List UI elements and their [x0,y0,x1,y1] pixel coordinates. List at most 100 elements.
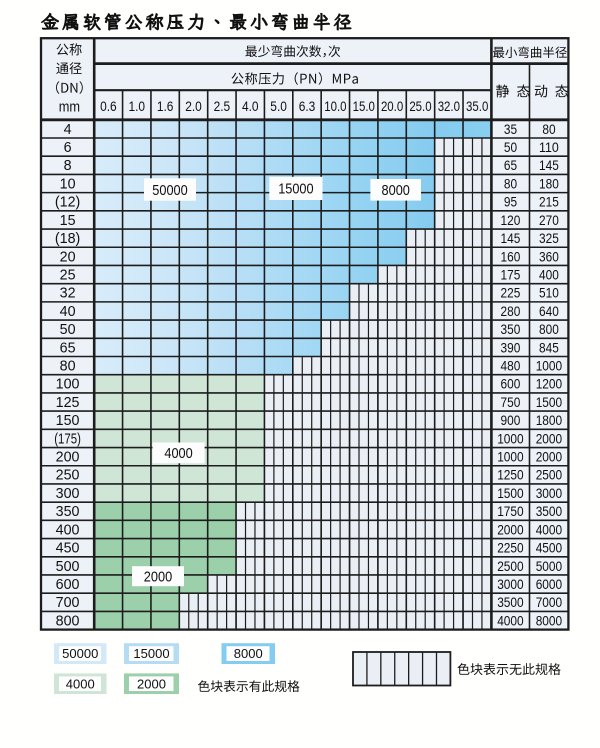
svg-text:640: 640 [539,303,559,319]
svg-text:3000: 3000 [497,576,524,592]
svg-text:8000: 8000 [382,182,410,199]
svg-text:4000: 4000 [497,612,524,628]
svg-text:mm: mm [59,98,80,115]
svg-text:1200: 1200 [536,376,563,392]
svg-text:280: 280 [501,303,521,319]
svg-text:95: 95 [504,194,517,210]
svg-text:120: 120 [501,212,521,228]
svg-text:2000: 2000 [536,449,563,465]
svg-text:50: 50 [60,322,76,338]
svg-text:1.0: 1.0 [128,98,145,114]
svg-text:390: 390 [501,339,521,355]
svg-text:1750: 1750 [497,503,524,519]
svg-text:4000: 4000 [66,676,95,691]
svg-text:5000: 5000 [536,558,563,574]
svg-text:480: 480 [501,358,521,374]
svg-text:2.5: 2.5 [214,98,231,114]
svg-text:225: 225 [501,285,521,301]
svg-text:25: 25 [60,267,76,283]
svg-text:50000: 50000 [62,646,98,661]
svg-text:1500: 1500 [497,485,524,501]
svg-text:3500: 3500 [536,503,563,519]
svg-text:2500: 2500 [536,467,563,483]
svg-text:160: 160 [501,248,521,264]
svg-text:600: 600 [501,376,521,392]
svg-text:65: 65 [504,157,517,173]
svg-text:350: 350 [501,321,521,337]
svg-text:125: 125 [56,395,80,411]
svg-text:15: 15 [60,213,76,229]
svg-text:145: 145 [501,230,521,246]
svg-text:700: 700 [56,595,80,611]
svg-text:2000: 2000 [137,676,166,691]
svg-text:510: 510 [539,285,559,301]
svg-text:4500: 4500 [536,540,563,556]
svg-text:325: 325 [539,230,559,246]
svg-text:25.0: 25.0 [409,98,431,114]
svg-text:1.6: 1.6 [157,98,174,114]
svg-text:20.0: 20.0 [381,98,403,114]
svg-text:350: 350 [56,504,80,520]
svg-text:2500: 2500 [497,558,524,574]
svg-text:4: 4 [64,122,72,138]
svg-text:(12): (12) [55,195,80,211]
svg-text:32: 32 [60,286,76,302]
svg-text:750: 750 [501,394,521,410]
svg-text:175: 175 [501,266,521,282]
svg-text:10: 10 [60,176,76,192]
svg-text:6.3: 6.3 [299,98,316,114]
svg-text:35: 35 [504,121,517,137]
svg-text:2000: 2000 [536,430,563,446]
svg-text:3500: 3500 [497,594,524,610]
svg-text:15000: 15000 [133,646,169,661]
svg-text:3000: 3000 [536,485,563,501]
svg-text:1500: 1500 [536,394,563,410]
svg-text:8000: 8000 [536,612,563,628]
svg-text:300: 300 [56,486,80,502]
svg-text:2.0: 2.0 [185,98,202,114]
svg-text:(18): (18) [55,231,80,247]
svg-text:2000: 2000 [144,569,172,586]
svg-text:15000: 15000 [278,181,313,198]
svg-text:35.0: 35.0 [466,98,488,114]
svg-text:360: 360 [539,248,559,264]
svg-text:400: 400 [539,266,559,282]
svg-text:2250: 2250 [497,540,524,556]
svg-text:900: 900 [501,412,521,428]
svg-text:80: 80 [504,175,517,191]
svg-text:1000: 1000 [497,430,524,446]
svg-text:7000: 7000 [536,594,563,610]
svg-text:32.0: 32.0 [438,98,460,114]
svg-text:180: 180 [539,175,559,191]
svg-text:800: 800 [56,613,80,629]
svg-text:450: 450 [56,541,80,557]
svg-text:400: 400 [56,522,80,538]
svg-text:150: 150 [56,413,80,429]
svg-text:1800: 1800 [536,412,563,428]
svg-text:10.0: 10.0 [324,98,346,114]
svg-text:5.0: 5.0 [270,98,287,114]
svg-text:500: 500 [56,559,80,575]
svg-text:80: 80 [542,121,555,137]
svg-text:4.0: 4.0 [242,98,259,114]
svg-text:145: 145 [539,157,559,173]
svg-text:50000: 50000 [152,182,187,199]
svg-text:2000: 2000 [497,521,524,537]
svg-text:600: 600 [56,577,80,593]
svg-text:80: 80 [60,359,76,375]
svg-text:800: 800 [539,321,559,337]
svg-text:1250: 1250 [497,467,524,483]
svg-text:(175): (175) [54,431,81,447]
svg-text:845: 845 [539,339,559,355]
svg-text:15.0: 15.0 [353,98,375,114]
svg-text:100: 100 [56,377,80,393]
svg-text:0.6: 0.6 [100,98,117,114]
svg-text:1000: 1000 [497,449,524,465]
svg-text:50: 50 [504,139,517,155]
svg-text:8: 8 [64,158,72,174]
svg-text:250: 250 [56,468,80,484]
svg-text:20: 20 [60,249,76,265]
svg-text:8000: 8000 [234,646,263,661]
svg-text:110: 110 [539,139,559,155]
svg-text:215: 215 [539,194,559,210]
